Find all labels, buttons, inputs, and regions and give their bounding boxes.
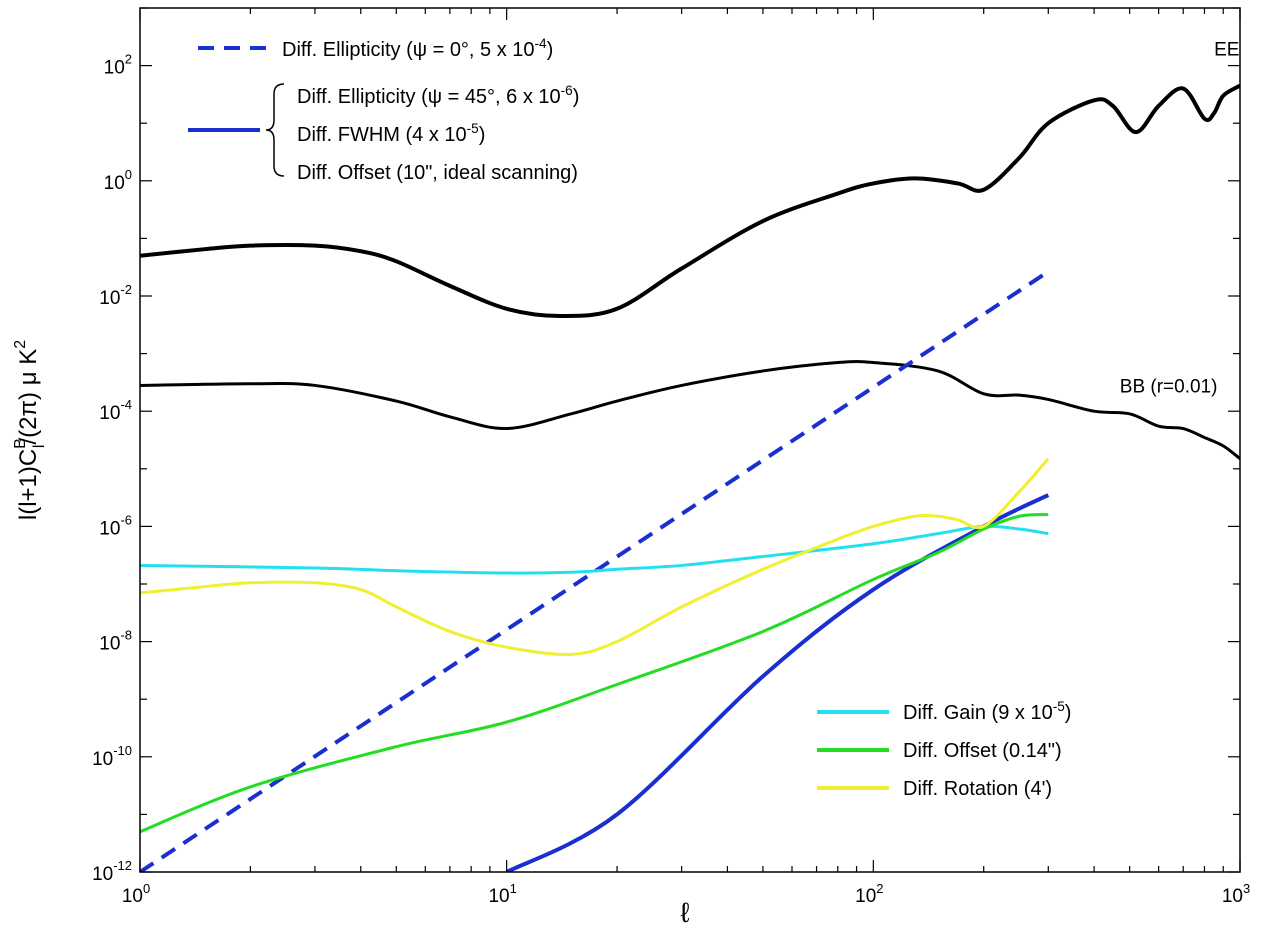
- y-tick-label-6: 10-6: [99, 512, 132, 539]
- y-tick-exp: -8: [120, 628, 132, 643]
- x-axis-title: ℓ: [680, 897, 689, 928]
- legend-solid-label-0-exp: -6: [561, 83, 573, 98]
- legend-bottom-label-2: Diff. Rotation (4'): [903, 778, 1052, 800]
- y-tick-label-12: 10-12: [92, 858, 132, 885]
- y-axis-title-sup2: 2: [12, 340, 29, 349]
- y-tick-base: 10: [104, 173, 125, 194]
- x-tick-label-2: 102: [855, 881, 883, 907]
- legend-dashed-label-text: Diff. Ellipticity (ψ = 0°, 5 x 10: [282, 39, 535, 61]
- x-tick-label-3: 103: [1222, 881, 1250, 907]
- y-tick-label-0: 100: [104, 167, 132, 194]
- legend-bottom-label-2-text: Diff. Rotation (4'): [903, 778, 1052, 800]
- x-tick-exp: 3: [1243, 881, 1250, 896]
- series-layer: [140, 83, 1240, 872]
- x-tick-label-0: 100: [122, 881, 150, 907]
- y-tick-exp: -6: [120, 512, 132, 527]
- x-tick-exp: 1: [510, 881, 517, 896]
- legend-solid-label-0-after: ): [573, 86, 580, 108]
- legend-dashed-label-exp: -4: [535, 36, 548, 51]
- legend-solid-label-1-after: ): [479, 124, 486, 146]
- legend-solid-label-0-text: Diff. Ellipticity (ψ = 45°, 6 x 10: [297, 86, 561, 108]
- y-tick-label-4: 10-4: [99, 397, 132, 424]
- y-tick-exp: -4: [120, 397, 132, 412]
- legend-bottom-label-0: Diff. Gain (9 x 10-5): [903, 699, 1071, 724]
- y-tick-base: 10: [99, 518, 120, 539]
- legend-bottom-label-0-exp: -5: [1053, 699, 1065, 714]
- x-tick-base: 10: [122, 886, 143, 907]
- legend-dashed-label: Diff. Ellipticity (ψ = 0°, 5 x 10-4): [282, 36, 553, 61]
- x-tick-base: 10: [855, 886, 876, 907]
- x-tick-exp: 2: [876, 881, 883, 896]
- y-tick-exp: 0: [125, 167, 132, 182]
- y-axis-title-sup: B: [12, 438, 29, 449]
- y-tick-exp: 2: [125, 52, 132, 67]
- series-line-6: [140, 457, 1050, 657]
- plot-frame: [139, 7, 1241, 873]
- x-tick-base: 10: [488, 886, 509, 907]
- y-axis-title-sub: l: [31, 445, 48, 449]
- legend-solid-label-1: Diff. FWHM (4 x 10-5): [297, 121, 485, 146]
- curve-label-bb-r-0-01: BB (r=0.01): [1120, 376, 1218, 397]
- y-tick-base: 10: [104, 58, 125, 79]
- legend-bottom-label-1: Diff. Offset (0.14"): [903, 740, 1062, 762]
- y-tick-base: 10: [99, 634, 120, 655]
- y-tick-base: 10: [92, 864, 113, 885]
- labels-layer: EE BB (r=0.01): [1120, 39, 1240, 397]
- series-line-0: [140, 83, 1240, 318]
- y-tick-label-2: 10-2: [99, 282, 132, 309]
- y-tick-base: 10: [99, 403, 120, 424]
- legend-bottom-label-0-after: ): [1065, 702, 1072, 724]
- legend-layer: Diff. Ellipticity (ψ = 0°, 5 x 10-4)Diff…: [188, 36, 1071, 800]
- y-axis-title-base: l(l+1)C: [15, 449, 42, 520]
- series-group: [140, 83, 1240, 872]
- y-tick-base: 10: [99, 288, 120, 309]
- y-tick-label-10: 10-10: [92, 743, 132, 770]
- y-tick-label-8: 10-8: [99, 628, 132, 655]
- y-tick-exp: -2: [120, 282, 132, 297]
- legend-solid-label-1-text: Diff. FWHM (4 x 10: [297, 124, 467, 146]
- legend-solid-label-1-exp: -5: [467, 121, 479, 136]
- legend-solid-label-2: Diff. Offset (10", ideal scanning): [297, 162, 578, 184]
- y-axis-title: l(l+1)CB l/(2π) μ K2: [12, 340, 48, 520]
- legend-dashed-label-after: ): [547, 39, 554, 61]
- y-tick-exp: -12: [113, 858, 132, 873]
- curve-label-ee: EE: [1214, 39, 1239, 60]
- legend-bottom-label-0-text: Diff. Gain (9 x 10: [903, 702, 1053, 724]
- axes-layer: 100 101 102 10310-1210-1010-810-610-410-210…: [12, 7, 1250, 928]
- y-axis-title-rest: /(2π) μ K: [15, 349, 42, 445]
- legend-solid-label-0: Diff. Ellipticity (ψ = 45°, 6 x 10-6): [297, 83, 579, 108]
- y-tick-label-2: 102: [104, 52, 132, 79]
- legend-solid-label-2-text: Diff. Offset (10", ideal scanning): [297, 162, 578, 184]
- x-tick-base: 10: [1222, 886, 1243, 907]
- series-line-1: [140, 359, 1240, 460]
- x-tick-exp: 0: [143, 881, 150, 896]
- x-tick-label-1: 101: [488, 881, 516, 907]
- y-tick-base: 10: [92, 749, 113, 770]
- series-line-3: [505, 493, 1050, 872]
- y-tick-exp: -10: [113, 743, 132, 758]
- series-line-5: [140, 513, 1049, 834]
- legend-bottom-label-1-text: Diff. Offset (0.14"): [903, 740, 1062, 762]
- legend-brace: [265, 83, 285, 177]
